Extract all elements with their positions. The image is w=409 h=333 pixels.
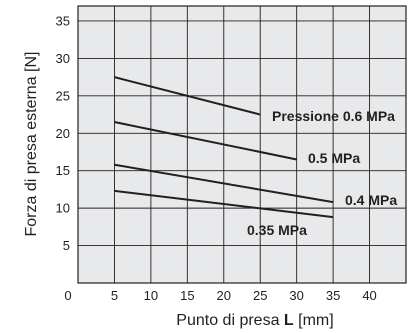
x-tick-label: 40 — [362, 288, 376, 303]
x-axis-label: Punto di presa L [mm] — [176, 312, 333, 329]
series-lines — [114, 76, 334, 219]
series-line — [114, 76, 261, 116]
x-axis-label-bold: L — [284, 312, 294, 329]
series-label: 0.35 MPa — [247, 222, 307, 238]
x-tick-label: 20 — [217, 288, 231, 303]
y-tick-label: 20 — [56, 126, 70, 141]
y-tick-label: 5 — [63, 238, 70, 253]
series-line — [114, 189, 334, 219]
x-tick-label: 25 — [253, 288, 267, 303]
series-line — [114, 163, 334, 204]
y-tick-label: 30 — [56, 51, 70, 66]
x-tick-label: 5 — [111, 288, 118, 303]
x-tick-label: 35 — [326, 288, 340, 303]
series-line — [114, 121, 297, 161]
y-tick-labels: 5 10 15 20 25 30 35 — [56, 13, 70, 253]
x-axis-label-suffix: [mm] — [294, 312, 334, 329]
y-axis-label: Forza di presa esterna [N] — [23, 52, 40, 237]
y-tick-label: 15 — [56, 163, 70, 178]
x-tick-label: 0 — [64, 288, 71, 303]
plot-area — [78, 6, 406, 283]
series-label: 0.5 MPa — [308, 150, 360, 166]
x-axis-label-prefix: Punto di presa — [176, 312, 284, 329]
series-label: Pressione 0.6 MPa — [272, 108, 395, 124]
x-tick-label: 10 — [144, 288, 158, 303]
series-label: 0.4 MPa — [345, 192, 397, 208]
y-tick-label: 35 — [56, 13, 70, 28]
x-tick-label: 15 — [180, 288, 194, 303]
y-tick-label: 25 — [56, 88, 70, 103]
x-tick-labels: 0 5 10 15 20 25 30 35 40 — [64, 288, 376, 303]
plot-frame — [77, 5, 407, 284]
grid — [78, 6, 406, 283]
y-tick-label: 10 — [56, 201, 70, 216]
x-tick-label: 30 — [289, 288, 303, 303]
series-labels: Pressione 0.6 MPa 0.5 MPa 0.4 MPa 0.35 MPa — [247, 108, 397, 238]
